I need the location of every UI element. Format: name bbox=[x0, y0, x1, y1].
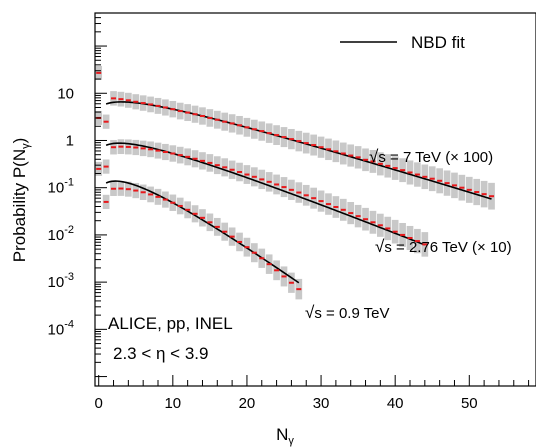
y-axis: 10-4 10-3 10-2 10-1 1 10 bbox=[48, 12, 107, 378]
fit-curve bbox=[105, 180, 300, 284]
y-axis-title-close: ) bbox=[10, 138, 29, 144]
y-tick-label: 10-3 bbox=[48, 271, 74, 291]
y-axis-title-subscript: γ bbox=[20, 143, 32, 149]
x-axis: 0 10 20 30 40 50 bbox=[95, 375, 530, 412]
data-points bbox=[96, 71, 495, 291]
x-axis-title-subscript: γ bbox=[288, 435, 294, 447]
x-tick-label: 20 bbox=[239, 395, 256, 412]
plot-frame bbox=[94, 12, 536, 387]
y-axis-title: Probability P(Nγ) bbox=[10, 138, 32, 263]
x-tick-label: 50 bbox=[461, 395, 478, 412]
sqrt-symbol: √ bbox=[375, 237, 385, 256]
series-name-09tev: s = 0.9 TeV bbox=[314, 305, 389, 322]
series-label-09tev: √s = 0.9 TeV bbox=[305, 303, 390, 322]
y-tick-label: 10-4 bbox=[48, 318, 74, 338]
x-tick-label: 40 bbox=[387, 395, 404, 412]
y-tick-label: 10 bbox=[57, 85, 74, 102]
eta-range-label: 2.3 < η < 3.9 bbox=[113, 344, 208, 363]
x-tick-label: 10 bbox=[164, 395, 181, 412]
series-label-2tev: √s = 2.76 TeV (× 10) bbox=[375, 237, 512, 256]
y-tick-label: 10-1 bbox=[48, 177, 74, 197]
sqrt-symbol: √ bbox=[369, 147, 379, 166]
x-tick-label: 0 bbox=[95, 395, 103, 412]
x-tick-label: 30 bbox=[313, 395, 330, 412]
x-axis-title: Nγ bbox=[276, 425, 294, 447]
sqrt-symbol: √ bbox=[305, 303, 315, 322]
y-tick-label: 1 bbox=[66, 132, 74, 149]
series-name-7tev: s = 7 TeV (× 100) bbox=[378, 149, 493, 166]
y-tick-label: 10-2 bbox=[48, 224, 74, 244]
experiment-label: ALICE, pp, INEL bbox=[108, 314, 233, 333]
series-name-2tev: s = 2.76 TeV (× 10) bbox=[384, 239, 511, 256]
series-label-7tev: √s = 7 TeV (× 100) bbox=[369, 147, 493, 166]
legend-label: NBD fit bbox=[411, 33, 465, 52]
